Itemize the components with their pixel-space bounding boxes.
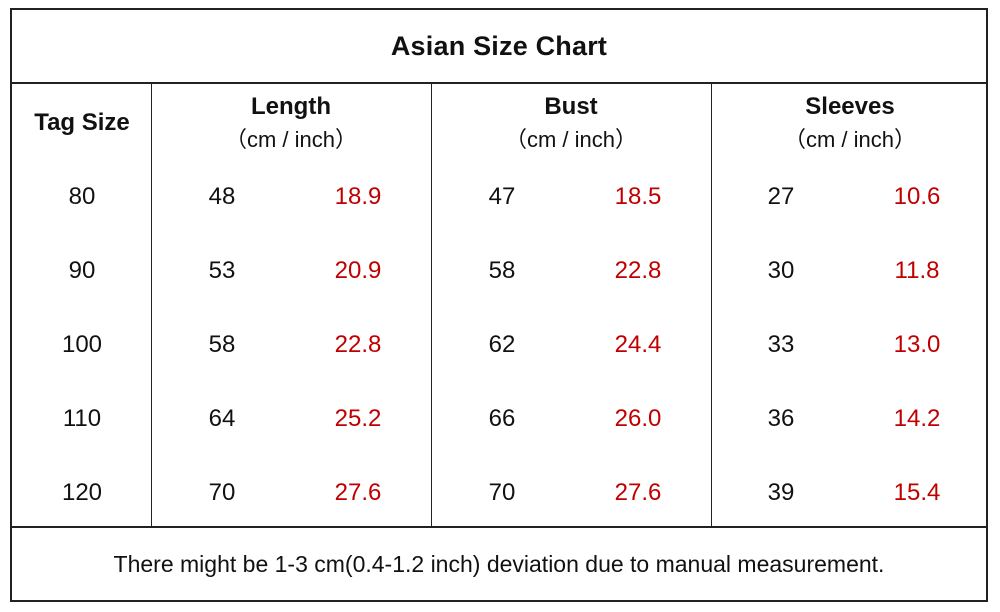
table-cell-bust-cm: 47 <box>488 183 516 210</box>
table-cell-length-cm: 48 <box>208 183 236 210</box>
table-cell-sleeves-inch: 10.6 <box>893 183 941 210</box>
table-cell-sleeves-cm: 39 <box>767 479 795 506</box>
table-cell-sleeves-cm: 30 <box>767 257 795 284</box>
footer-note-text: There might be 1-3 cm(0.4-1.2 inch) devi… <box>113 550 885 577</box>
table-cell-length-cm: 58 <box>208 331 236 358</box>
table-cell-length-inch: 22.8 <box>334 331 382 358</box>
table-cell-bust-inch: 24.4 <box>614 331 662 358</box>
column-divider-bust <box>711 84 712 526</box>
size-chart-table: Asian Size Chart Tag Size Length （cm / i… <box>10 8 988 602</box>
table-cell-bust-inch: 18.5 <box>614 183 662 210</box>
table-cell-length-cm: 53 <box>208 257 236 284</box>
table-cell-sleeves-cm: 33 <box>767 331 795 358</box>
table-cell-sleeves-inch: 13.0 <box>893 331 941 358</box>
header-bust-unit: （cm / inch） <box>504 127 638 152</box>
title-bar: Asian Size Chart <box>12 10 986 84</box>
table-cell-length-inch: 25.2 <box>334 405 382 432</box>
column-divider-tag <box>151 84 152 526</box>
table-cell-tag: 80 <box>68 183 96 210</box>
table-cell-length-inch: 20.9 <box>334 257 382 284</box>
column-divider-length <box>431 84 432 526</box>
header-tag-size: Tag Size <box>34 109 130 136</box>
header-sleeves-unit: （cm / inch） <box>783 127 917 152</box>
table-cell-bust-cm: 62 <box>488 331 516 358</box>
table-cell-bust-inch: 22.8 <box>614 257 662 284</box>
table-cell-sleeves-inch: 14.2 <box>893 405 941 432</box>
table-cell-sleeves-cm: 36 <box>767 405 795 432</box>
chart-title: Asian Size Chart <box>390 30 608 61</box>
table-cell-bust-inch: 27.6 <box>614 479 662 506</box>
header-bust: Bust <box>544 93 598 120</box>
table-cell-tag: 120 <box>61 479 103 506</box>
header-length: Length <box>251 93 331 120</box>
table-cell-length-inch: 18.9 <box>334 183 382 210</box>
table-cell-bust-cm: 58 <box>488 257 516 284</box>
header-sleeves: Sleeves <box>805 93 895 120</box>
table-cell-tag: 110 <box>62 405 102 432</box>
table-cell-sleeves-inch: 15.4 <box>893 479 941 506</box>
table-cell-tag: 90 <box>68 257 96 284</box>
table-cell-bust-inch: 26.0 <box>614 405 662 432</box>
table-cell-length-cm: 70 <box>208 479 236 506</box>
table-cell-sleeves-cm: 27 <box>767 183 795 210</box>
table-cell-tag: 100 <box>61 331 103 358</box>
table-cell-length-cm: 64 <box>208 405 236 432</box>
table-cell-bust-cm: 66 <box>488 405 516 432</box>
footer-note: There might be 1-3 cm(0.4-1.2 inch) devi… <box>12 528 986 600</box>
table-cell-sleeves-inch: 11.8 <box>894 257 940 284</box>
header-length-unit: （cm / inch） <box>224 127 358 152</box>
table-cell-bust-cm: 70 <box>488 479 516 506</box>
table-cell-length-inch: 27.6 <box>334 479 382 506</box>
footer-divider <box>12 526 986 528</box>
